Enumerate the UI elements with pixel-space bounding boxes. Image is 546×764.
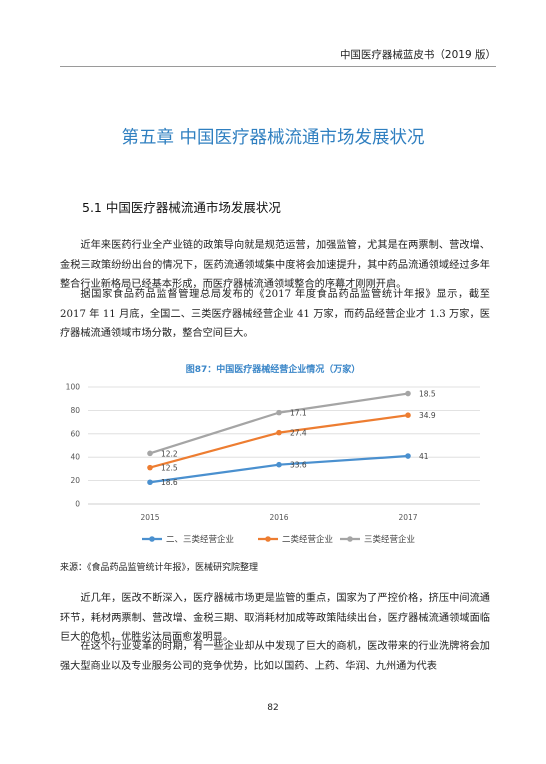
y-tick-label: 80 (70, 406, 80, 415)
data-point (147, 479, 153, 486)
section-title: 5.1 中国医疗器械流通市场发展状况 (82, 200, 281, 215)
legend-label: 三类经营企业 (364, 534, 415, 545)
data-label: 17.1 (290, 409, 307, 418)
legend-label: 二、三类经营企业 (166, 534, 234, 545)
data-label: 27.4 (290, 429, 307, 438)
paragraph: 近年来医药行业全产业链的政策导向就是规范运营，加强监管，尤其是在两票制、营改增、… (60, 240, 490, 290)
y-tick-label: 0 (75, 500, 80, 509)
data-label: 18.5 (419, 390, 436, 399)
y-tick-label: 100 (66, 383, 81, 392)
data-label: 41 (419, 452, 429, 461)
paragraph: 据国家食品药品监督管理总局发布的《2017 年度食品药品监管统计年报》显示，截至… (60, 289, 490, 339)
data-point (405, 412, 411, 418)
data-point (405, 453, 411, 459)
data-point (147, 464, 153, 471)
header-divider (60, 66, 496, 67)
data-label: 12.2 (161, 449, 178, 458)
legend-marker (265, 536, 271, 542)
line-chart: 0 20 40 60 80 100 2015 2016 2017 18.6 33.6 41 12.5 27… (66, 383, 480, 545)
data-point (405, 390, 411, 397)
y-tick-label: 40 (70, 453, 80, 462)
legend-marker (347, 536, 353, 542)
legend-marker (149, 536, 155, 542)
paragraph: 近几年，医改不断深入，医疗器械市场更是监管的重点，国家为了严控价格，挤压中间流通… (60, 593, 490, 643)
x-tick-label: 2016 (269, 513, 288, 522)
page-number: 82 (267, 703, 279, 713)
data-label: 12.5 (161, 464, 178, 473)
y-tick-label: 60 (70, 429, 80, 438)
data-label: 18.6 (161, 478, 178, 487)
legend-label: 二类经营企业 (282, 534, 333, 545)
source-note: 来源：《食品药品监管统计年报》，医械研究院整理 (60, 563, 259, 573)
data-point (276, 429, 282, 436)
chart-title: 图87：中国医疗器械经营企业情况（万家） (185, 365, 361, 375)
data-label: 33.6 (290, 461, 307, 470)
data-point (276, 409, 282, 416)
y-tick-label: 20 (70, 476, 80, 485)
book-title-header: 中国医疗器械蓝皮书（2019 版） (339, 49, 496, 61)
series-line (149, 392, 409, 455)
paragraph: 在这个行业变革的时期，有一些企业却从中发现了巨大的商机，医改带来的行业洗牌将会加… (60, 641, 490, 672)
x-tick-label: 2017 (398, 513, 417, 522)
chapter-title: 第五章 中国医疗器械流通市场发展状况 (121, 128, 425, 148)
data-point (147, 450, 153, 457)
data-label: 34.9 (419, 411, 436, 420)
x-tick-label: 2015 (140, 513, 159, 522)
series-line (149, 454, 409, 484)
data-point (276, 461, 282, 468)
